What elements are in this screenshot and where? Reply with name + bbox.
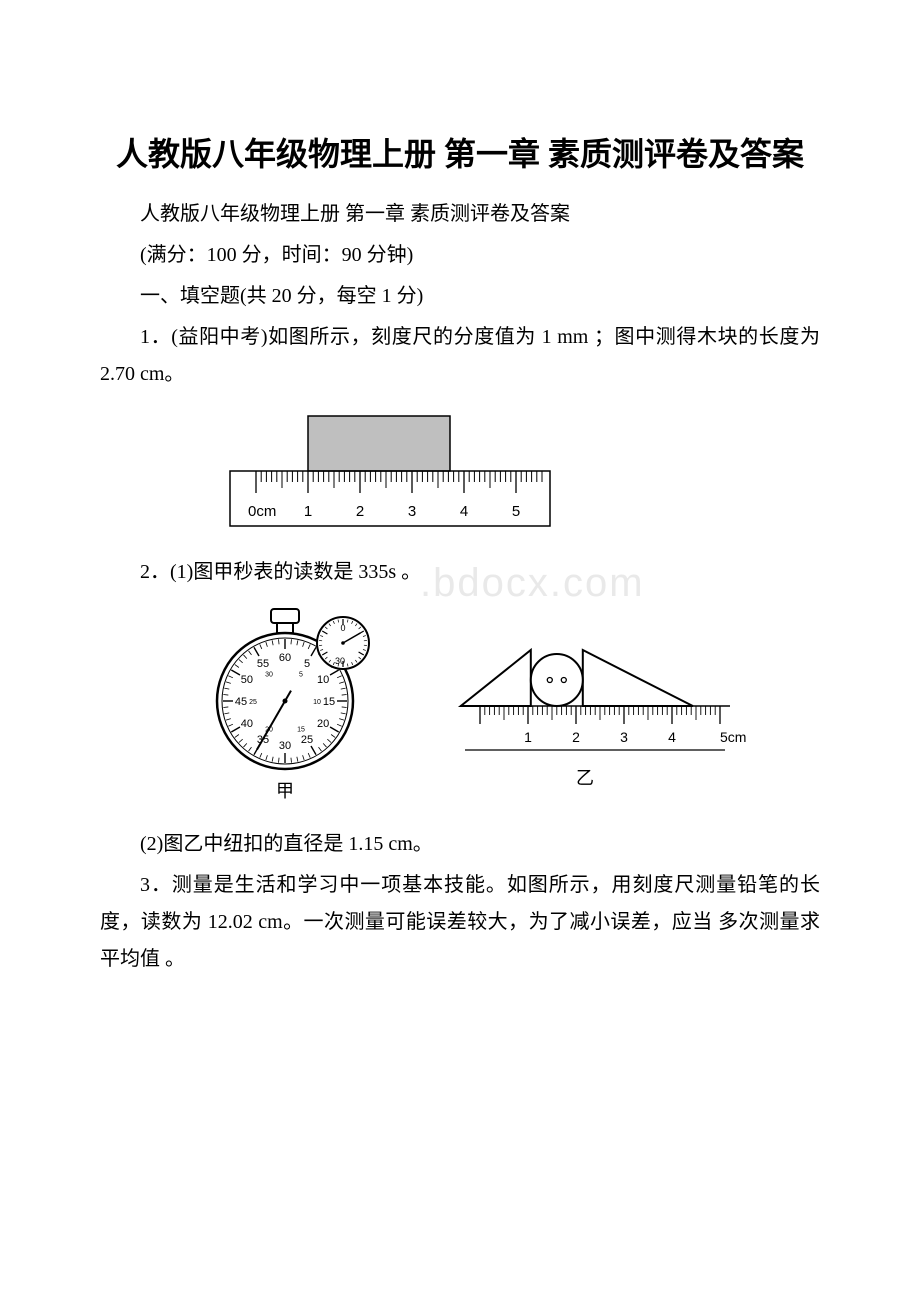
- figure-2-stopwatch-button: 6051015202530354045505551015202530030甲12…: [190, 601, 820, 816]
- svg-text:0: 0: [340, 623, 345, 633]
- svg-text:15: 15: [323, 696, 335, 708]
- question-2a-text: 2．(1)图甲秒表的读数是 335s 。: [140, 561, 421, 583]
- svg-text:3: 3: [620, 729, 628, 745]
- section-heading-1: 一、填空题(共 20 分，每空 1 分): [100, 278, 820, 315]
- stopwatch-ruler-diagram: 6051015202530354045505551015202530030甲12…: [190, 601, 750, 811]
- subtitle-line: 人教版八年级物理上册 第一章 素质测评卷及答案: [100, 196, 820, 233]
- svg-text:55: 55: [257, 658, 269, 670]
- ruler-diagram: 0cm 1 2 3 4 5: [200, 411, 570, 541]
- question-2b: (2)图乙中纽扣的直径是 1.15 cm。: [100, 826, 820, 863]
- svg-text:甲: 甲: [276, 781, 294, 801]
- svg-text:2: 2: [572, 729, 580, 745]
- svg-text:5: 5: [299, 671, 303, 678]
- svg-text:50: 50: [241, 674, 253, 686]
- svg-text:4: 4: [668, 729, 676, 745]
- svg-text:15: 15: [297, 727, 305, 734]
- svg-text:30: 30: [279, 740, 291, 752]
- svg-text:2: 2: [356, 503, 364, 520]
- svg-text:40: 40: [241, 718, 253, 730]
- exam-info: (满分：100 分，时间：90 分钟): [100, 237, 820, 274]
- svg-text:45: 45: [235, 696, 247, 708]
- svg-text:5: 5: [304, 658, 310, 670]
- svg-text:3: 3: [408, 503, 416, 520]
- document-title: 人教版八年级物理上册 第一章 素质测评卷及答案: [100, 131, 820, 177]
- svg-text:4: 4: [460, 503, 468, 520]
- svg-text:30: 30: [265, 671, 273, 678]
- svg-text:5: 5: [512, 503, 520, 520]
- svg-text:5cm: 5cm: [720, 729, 746, 745]
- svg-text:20: 20: [317, 718, 329, 730]
- svg-text:25: 25: [301, 734, 313, 746]
- question-3: 3．测量是生活和学习中一项基本技能。如图所示，用刻度尺测量铅笔的长度，读数为 1…: [100, 867, 820, 978]
- svg-text:0cm: 0cm: [248, 503, 276, 520]
- svg-text:10: 10: [313, 699, 321, 706]
- question-1: 1．(益阳中考)如图所示，刻度尺的分度值为 1 mm ；图中测得木块的长度为 2…: [100, 319, 820, 393]
- svg-text:1: 1: [304, 503, 312, 520]
- svg-text:1: 1: [524, 729, 532, 745]
- figure-1-ruler-block: 0cm 1 2 3 4 5: [200, 411, 820, 546]
- document-page: 人教版八年级物理上册 第一章 素质测评卷及答案 人教版八年级物理上册 第一章 素…: [0, 0, 920, 1042]
- svg-text:乙: 乙: [576, 768, 594, 788]
- svg-text:30: 30: [335, 656, 345, 666]
- question-2a: 2．(1)图甲秒表的读数是 335s 。 .bdocx.com: [140, 554, 820, 591]
- svg-text:10: 10: [317, 674, 329, 686]
- svg-text:25: 25: [249, 699, 257, 706]
- svg-text:60: 60: [279, 652, 291, 664]
